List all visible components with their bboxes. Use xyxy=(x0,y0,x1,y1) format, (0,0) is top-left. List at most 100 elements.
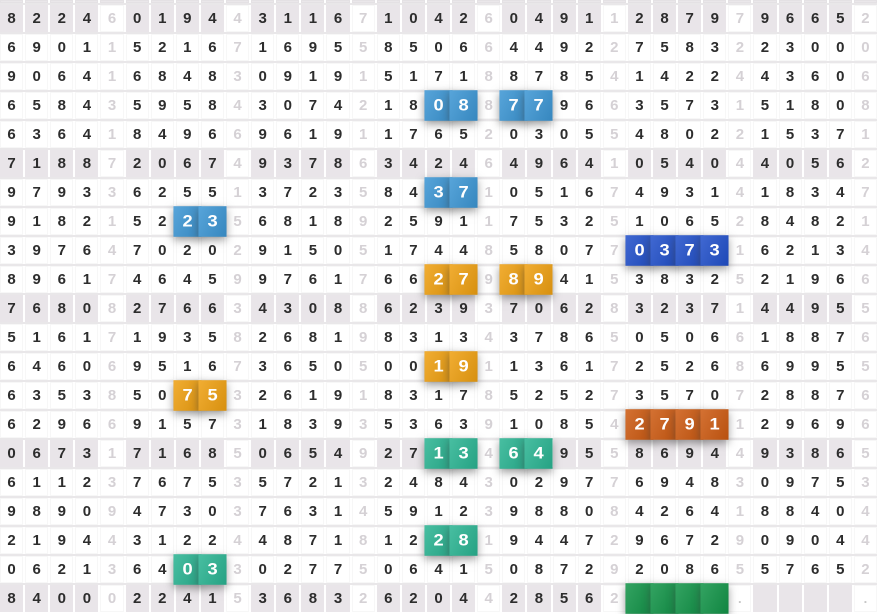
digit-cell: 8 xyxy=(678,556,702,583)
digit-cell: 5 xyxy=(150,353,174,380)
digit-cell: 6 xyxy=(803,411,827,438)
digit-cell: 8 xyxy=(552,498,576,525)
digit-cell: 9 xyxy=(0,498,24,525)
marker-cell xyxy=(650,583,679,614)
digit-cell: 5 xyxy=(527,208,551,235)
digit-cell: 4 xyxy=(401,179,425,206)
digit-cell: 7 xyxy=(326,556,350,583)
digit-cell: 6 xyxy=(803,556,827,583)
digit-cell: 9 xyxy=(251,266,275,293)
digit-cell: 1 xyxy=(75,266,99,293)
digit-cell: 6 xyxy=(828,150,852,177)
digit-cell: 9 xyxy=(452,295,476,322)
separator-digit-cell: 4 xyxy=(100,237,124,264)
digit-cell: 2 xyxy=(376,440,400,467)
digit-cell: 4 xyxy=(125,266,149,293)
digit-cell: 8 xyxy=(50,150,74,177)
separator-digit-cell: 5 xyxy=(351,179,375,206)
cutoff-cell xyxy=(602,0,626,3)
highlighted-digit-cell: 7 xyxy=(173,380,202,411)
digit-cell: 9 xyxy=(803,353,827,380)
digit-cell: 5 xyxy=(502,382,526,409)
separator-digit-cell: 4 xyxy=(728,150,752,177)
digit-cell: 2 xyxy=(175,237,199,264)
digit-cell: 3 xyxy=(552,208,576,235)
digit-cell: 9 xyxy=(0,63,24,90)
digit-cell: 2 xyxy=(577,556,601,583)
digit-cell: 2 xyxy=(527,469,551,496)
digit-cell: 0 xyxy=(502,5,526,32)
digit-cell: 8 xyxy=(376,382,400,409)
digit-cell: 6 xyxy=(401,266,425,293)
digit-cell: 6 xyxy=(753,237,777,264)
digit-cell: 3 xyxy=(276,150,300,177)
digit-cell: 2 xyxy=(75,208,99,235)
separator-digit-cell: 4 xyxy=(853,237,877,264)
digit-cell: 5 xyxy=(778,121,802,148)
digit-cell: 9 xyxy=(326,382,350,409)
digit-cell: 1 xyxy=(25,324,49,351)
digit-cell: 2 xyxy=(502,585,526,612)
highlighted-digit-cell: 7 xyxy=(675,235,704,266)
digit-cell: 0 xyxy=(703,150,727,177)
separator-digit-cell: 6 xyxy=(477,5,501,32)
highlighted-digit-cell: 0 xyxy=(424,90,453,121)
digit-cell: 6 xyxy=(276,585,300,612)
highlighted-digit-cell: 8 xyxy=(449,90,478,121)
digit-cell: 3 xyxy=(376,150,400,177)
digit-cell: 5 xyxy=(552,382,576,409)
digit-cell: 6 xyxy=(778,5,802,32)
digit-cell: 6 xyxy=(828,266,852,293)
separator-digit-cell: 4 xyxy=(477,440,501,467)
separator-digit-cell: 6 xyxy=(853,382,877,409)
digit-cell: 1 xyxy=(753,121,777,148)
digit-cell: 0 xyxy=(50,34,74,61)
digit-cell: 9 xyxy=(552,440,576,467)
highlighted-digit-cell: 2 xyxy=(424,525,453,556)
digit-cell: 4 xyxy=(426,556,451,583)
separator-digit-cell: 1 xyxy=(100,440,124,467)
digit-cell: 5 xyxy=(0,324,24,351)
digit-cell: 1 xyxy=(25,150,49,177)
cutoff-cell xyxy=(200,0,225,3)
separator-digit-cell: 0 xyxy=(853,34,877,61)
separator-digit-cell: 2 xyxy=(477,121,501,148)
digit-cell: 7 xyxy=(426,63,451,90)
separator-digit-cell: 1 xyxy=(100,63,124,90)
digit-cell: 0 xyxy=(652,556,677,583)
digit-cell: 5 xyxy=(652,353,677,380)
digit-cell: 7 xyxy=(0,150,24,177)
highlighted-digit-cell: 7 xyxy=(449,177,478,208)
digit-cell: 9 xyxy=(527,150,551,177)
digit-cell: 0 xyxy=(376,353,400,380)
highlighted-digit-cell: 5 xyxy=(198,380,227,411)
digit-cell: 0 xyxy=(326,353,350,380)
digit-cell: 2 xyxy=(25,5,49,32)
marker-cell xyxy=(700,583,729,614)
digit-cell: 1 xyxy=(326,498,350,525)
separator-digit-cell: 5 xyxy=(602,266,626,293)
separator-digit-cell: 8 xyxy=(351,527,375,554)
digit-cell: 2 xyxy=(50,5,74,32)
digit-cell: 4 xyxy=(577,150,601,177)
separator-digit-cell: 7 xyxy=(602,237,626,264)
separator-digit-cell: 8 xyxy=(853,92,877,119)
separator-digit-cell: 1 xyxy=(728,411,752,438)
digit-cell: 8 xyxy=(778,179,802,206)
separator-digit-cell: 7 xyxy=(100,150,124,177)
digit-cell: 1 xyxy=(326,527,350,554)
separator-digit-cell: 9 xyxy=(728,527,752,554)
digit-cell: 0 xyxy=(778,150,802,177)
digit-cell: 7 xyxy=(301,150,325,177)
digit-cell: 2 xyxy=(150,34,174,61)
digit-cell: 6 xyxy=(50,63,74,90)
digit-cell: 0 xyxy=(376,556,400,583)
digit-cell: 0 xyxy=(652,208,677,235)
digit-cell: 9 xyxy=(251,121,275,148)
digit-cell: 7 xyxy=(125,469,149,496)
marker-cell xyxy=(675,583,704,614)
digit-cell: 6 xyxy=(276,121,300,148)
digit-cell: 7 xyxy=(150,295,174,322)
digit-cell: 1 xyxy=(452,63,476,90)
